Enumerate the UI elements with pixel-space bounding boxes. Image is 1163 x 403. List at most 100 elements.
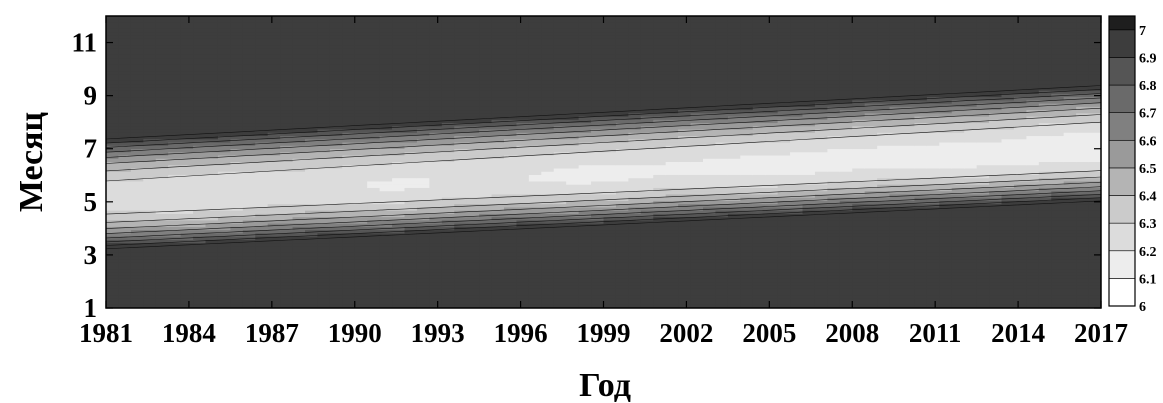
contour-cell: [317, 187, 331, 192]
contour-cell: [392, 278, 406, 283]
contour-cell: [553, 28, 567, 33]
contour-cell: [354, 139, 368, 144]
contour-cell: [118, 200, 132, 205]
contour-cell: [106, 16, 120, 20]
contour-cell: [280, 171, 294, 176]
contour-cell: [416, 272, 430, 277]
contour-cell: [615, 77, 629, 82]
contour-cell: [790, 155, 804, 160]
contour-cell: [479, 126, 493, 131]
contour-cell: [217, 38, 231, 43]
contour-cell: [255, 71, 269, 75]
contour-cell: [205, 41, 219, 46]
contour-cell: [566, 51, 580, 56]
contour-cell: [305, 136, 319, 140]
contour-cell: [703, 200, 717, 205]
contour-cell: [143, 162, 157, 166]
contour-cell: [267, 207, 281, 212]
contour-cell: [566, 77, 580, 82]
contour-cell: [591, 22, 605, 27]
contour-cell: [392, 110, 406, 114]
contour-cell: [479, 249, 493, 254]
contour-cell: [255, 288, 269, 293]
contour-cell: [491, 126, 505, 131]
contour-cell: [130, 178, 144, 183]
contour-cell: [367, 106, 381, 111]
contour-cell: [143, 191, 157, 196]
contour-cell: [454, 61, 468, 66]
contour-cell: [292, 259, 306, 264]
contour-cell: [329, 110, 343, 114]
contour-cell: [541, 200, 555, 205]
contour-cell: [255, 272, 269, 277]
contour-cell: [242, 123, 256, 127]
contour-cell: [354, 74, 368, 79]
contour-cell: [342, 58, 356, 63]
contour-cell: [354, 19, 368, 24]
contour-cell: [541, 97, 555, 101]
contour-cell: [690, 155, 704, 160]
contour-cell: [180, 152, 194, 157]
contour-cell: [752, 301, 766, 306]
contour-cell: [168, 220, 182, 225]
contour-cell: [193, 200, 207, 205]
contour-cell: [155, 149, 169, 153]
contour-cell: [454, 168, 468, 173]
contour-cell: [516, 233, 530, 238]
contour-cell: [765, 58, 779, 63]
contour-cell: [454, 145, 468, 150]
contour-cell: [230, 213, 244, 218]
contour-cell: [553, 304, 567, 308]
contour-cell: [180, 110, 194, 114]
contour-cell: [217, 80, 231, 85]
contour-cell: [392, 226, 406, 231]
contour-cell: [193, 187, 207, 192]
contour-cell: [280, 278, 294, 283]
contour-cell: [255, 265, 269, 270]
contour-cell: [615, 16, 629, 20]
contour-cell: [466, 295, 480, 299]
contour-cell: [193, 93, 207, 98]
contour-cell: [777, 61, 791, 66]
contour-cell: [429, 45, 443, 50]
contour-cell: [230, 48, 244, 53]
contour-cell: [504, 197, 518, 202]
contour-cell: [441, 165, 455, 170]
contour-cell: [715, 48, 729, 53]
contour-cell: [528, 74, 542, 79]
contour-cell: [491, 207, 505, 212]
contour-cell: [130, 28, 144, 33]
contour-cell: [466, 220, 480, 225]
contour-cell: [715, 259, 729, 264]
contour-cell: [242, 285, 256, 290]
contour-cell: [504, 265, 518, 270]
contour-cell: [342, 304, 356, 308]
contour-cell: [640, 197, 654, 202]
contour-cell: [429, 304, 443, 308]
contour-cell: [392, 220, 406, 225]
contour-cell: [727, 168, 741, 173]
contour-cell: [230, 191, 244, 196]
contour-cell: [479, 223, 493, 228]
contour-cell: [143, 285, 157, 290]
contour-cell: [354, 106, 368, 111]
contour-cell: [379, 178, 393, 183]
contour-cell: [404, 239, 418, 244]
contour-cell: [143, 106, 157, 111]
contour-cell: [230, 90, 244, 95]
contour-cell: [516, 171, 530, 176]
contour-cell: [255, 126, 269, 131]
contour-cell: [454, 45, 468, 50]
contour-cell: [329, 103, 343, 108]
contour-cell: [603, 45, 617, 50]
contour-cell: [541, 295, 555, 299]
contour-cell: [354, 28, 368, 33]
contour-cell: [354, 272, 368, 277]
contour-cell: [665, 259, 679, 264]
contour-cell: [740, 139, 754, 144]
contour-cell: [255, 187, 269, 192]
contour-cell: [305, 28, 319, 33]
contour-cell: [280, 110, 294, 114]
contour-cell: [640, 74, 654, 79]
contour-cell: [118, 262, 132, 267]
